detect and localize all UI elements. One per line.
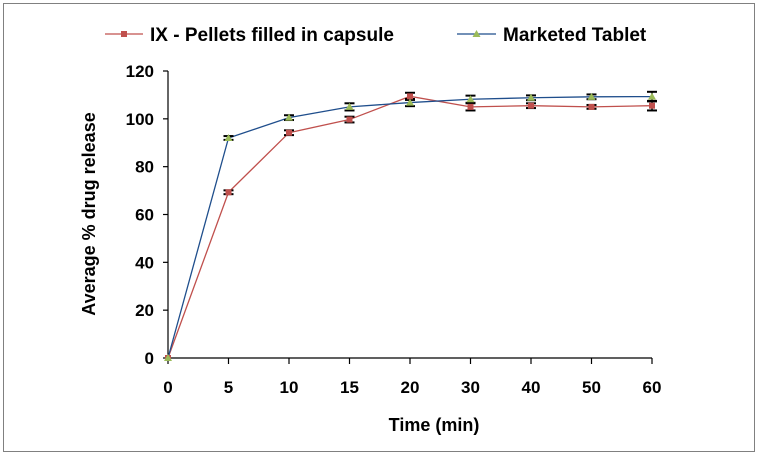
data-point-pellets <box>528 102 534 109</box>
y-tick-label: 120 <box>126 62 154 81</box>
x-tick-label: 5 <box>224 378 233 397</box>
y-tick-label: 40 <box>135 253 154 272</box>
x-tick-label: 20 <box>401 378 420 397</box>
x-tick-label: 60 <box>643 378 662 397</box>
data-point-marketed <box>466 95 475 103</box>
data-point-marketed <box>224 133 233 141</box>
y-tick-label: 0 <box>145 349 154 368</box>
y-tick-label: 80 <box>135 158 154 177</box>
data-point-pellets <box>286 129 292 136</box>
data-point-pellets <box>407 93 413 100</box>
x-tick-label: 10 <box>280 378 299 397</box>
data-point-marketed <box>406 98 414 106</box>
chart-frame <box>3 3 755 452</box>
series-line-0 <box>167 95 653 359</box>
x-axis-title: Time (min) <box>389 415 480 435</box>
legend-label-marketed: Marketed Tablet <box>503 25 647 46</box>
data-point-marketed <box>285 113 293 121</box>
data-point-marketed <box>527 93 535 101</box>
y-axis-title: Average % drug release <box>79 112 99 315</box>
plot-area <box>164 90 657 361</box>
data-point-marketed <box>587 92 596 100</box>
y-tick-label: 60 <box>135 206 154 225</box>
data-point-pellets <box>346 116 353 123</box>
data-point-pellets <box>649 102 655 109</box>
y-ticks: 0 20 40 60 80 100 120 <box>126 62 168 368</box>
x-tick-label: 50 <box>582 378 601 397</box>
legend: IX - Pellets filled in capsule Marketed … <box>105 25 647 46</box>
y-tick-label: 20 <box>135 301 154 320</box>
data-point-pellets <box>225 189 232 196</box>
data-point-marketed <box>345 102 354 110</box>
data-point-marketed <box>648 92 656 100</box>
x-ticks: 0 5 10 15 20 30 40 50 60 <box>163 358 661 397</box>
data-point-pellets <box>588 103 595 110</box>
data-point-pellets <box>467 103 474 110</box>
y-tick-label: 100 <box>126 110 154 129</box>
x-tick-label: 15 <box>340 378 359 397</box>
data-point-marketed <box>164 354 172 361</box>
x-tick-label: 30 <box>461 378 480 397</box>
x-tick-label: 0 <box>163 378 172 397</box>
series-line-1 <box>167 95 653 359</box>
x-tick-label: 40 <box>522 378 541 397</box>
legend-label-pellets: IX - Pellets filled in capsule <box>150 25 394 46</box>
legend-marker-pellets <box>121 31 127 37</box>
legend-marker-marketed <box>472 30 481 37</box>
axes <box>167 71 652 359</box>
